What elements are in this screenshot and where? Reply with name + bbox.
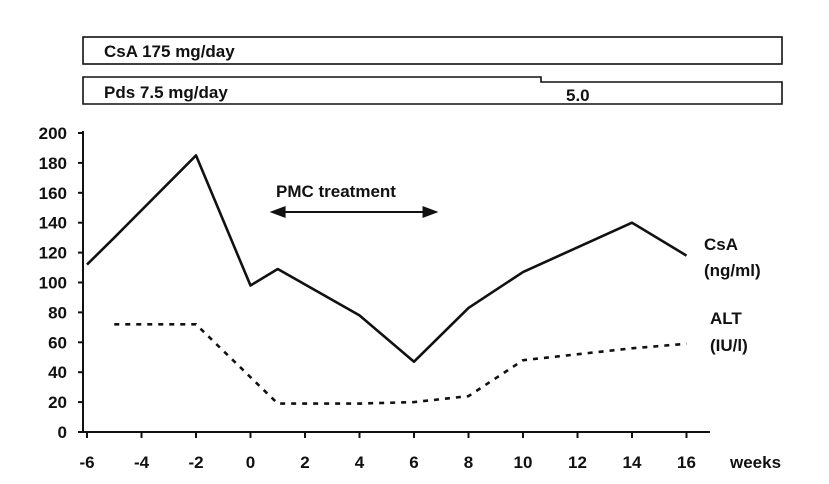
x-tick-label: 8: [464, 453, 473, 472]
x-tick-label: 0: [246, 453, 255, 472]
y-tick-label: 20: [48, 393, 67, 412]
x-tick-label: -4: [134, 453, 150, 472]
y-tick-label: 140: [39, 214, 67, 233]
x-tick-label: 4: [355, 453, 365, 472]
alt-series-label-line1: ALT: [710, 309, 742, 328]
y-tick-label: 40: [48, 363, 67, 382]
alt-series-line: [114, 323, 687, 405]
y-tick-label: 160: [39, 184, 67, 203]
x-tick-label: 10: [514, 453, 533, 472]
x-tick-label: 12: [568, 453, 587, 472]
y-tick-label: 60: [48, 333, 67, 352]
x-tick-label: -6: [79, 453, 94, 472]
csa-series-label-line1: CsA: [704, 235, 738, 254]
y-axis-ticks: 0 20 40 60 80 100 120 140 160 180 200: [39, 124, 83, 442]
pmc-arrow-head-left: [269, 206, 286, 218]
y-tick-label: 0: [58, 423, 67, 442]
pmc-treatment-label: PMC treatment: [276, 182, 396, 201]
alt-series-label-line2: (IU/l): [710, 336, 748, 355]
csa-dosage-label: CsA 175 mg/day: [104, 42, 235, 61]
x-axis-ticks: -6 -4 -2 0 2 4 6 8 10 12 14 16: [79, 432, 696, 472]
y-tick-label: 80: [48, 303, 67, 322]
x-tick-label: -2: [188, 453, 203, 472]
x-tick-label: 16: [677, 453, 696, 472]
pds-reduced-dose-label: 5.0: [566, 86, 590, 105]
pmc-arrow-head-right: [422, 206, 439, 218]
pmc-treatment-annotation: PMC treatment: [269, 182, 439, 218]
csa-dosage-box: [82, 36, 783, 65]
y-tick-label: 100: [39, 274, 67, 293]
csa-dosage-bar: CsA 175 mg/day: [82, 36, 783, 65]
pds-dosage-bar: Pds 7.5 mg/day 5.0: [82, 76, 783, 105]
x-tick-label: 6: [409, 453, 418, 472]
series-layer: [86, 154, 688, 405]
y-tick-label: 120: [39, 244, 67, 263]
pds-dosage-label: Pds 7.5 mg/day: [104, 83, 228, 102]
y-tick-label: 200: [39, 124, 67, 143]
pds-dosage-box: [82, 76, 783, 105]
y-tick-label: 180: [39, 154, 67, 173]
csa-series-line: [86, 154, 688, 364]
x-tick-label: 14: [623, 453, 642, 472]
csa-series-label-line2: (ng/ml): [704, 261, 761, 280]
x-axis-label: weeks: [729, 453, 781, 472]
x-tick-label: 2: [300, 453, 309, 472]
